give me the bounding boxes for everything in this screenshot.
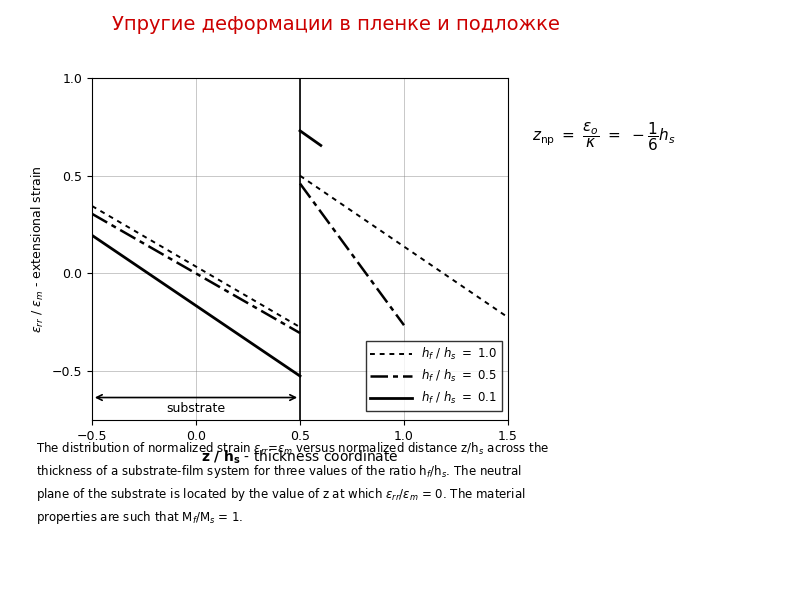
Legend: $h_f\ /\ h_s\ =\ 1.0$, $h_f\ /\ h_s\ =\ 0.5$, $h_f\ /\ h_s\ =\ 0.1$: $h_f\ /\ h_s\ =\ 1.0$, $h_f\ /\ h_s\ =\ … bbox=[366, 341, 502, 410]
Text: The distribution of normalized strain $\varepsilon_{rr}$=$\varepsilon_m$ versus : The distribution of normalized strain $\… bbox=[36, 441, 549, 526]
Text: Упругие деформации в пленке и подложке: Упругие деформации в пленке и подложке bbox=[112, 15, 560, 34]
Y-axis label: $\varepsilon_{rr}$ / $\varepsilon_m$ - extensional strain: $\varepsilon_{rr}$ / $\varepsilon_m$ - e… bbox=[30, 166, 46, 332]
Text: $z_{\rm np}\ =\ \dfrac{\varepsilon_o}{\kappa}\ =\ -\dfrac{1}{6}h_s$: $z_{\rm np}\ =\ \dfrac{\varepsilon_o}{\k… bbox=[532, 120, 676, 153]
X-axis label: $\bf{z\ /\ h_s}$ - thickness coordinate: $\bf{z\ /\ h_s}$ - thickness coordinate bbox=[201, 448, 399, 466]
Text: substrate: substrate bbox=[166, 403, 226, 415]
